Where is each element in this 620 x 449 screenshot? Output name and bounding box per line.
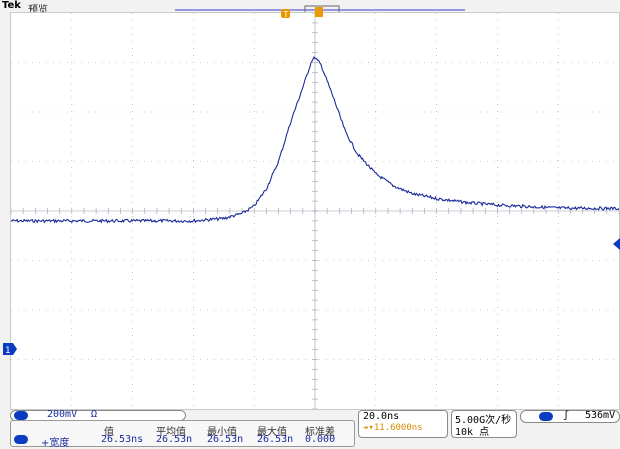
meas-value: 26.53ns [101, 434, 144, 445]
meas-header-max: 最大值 [257, 427, 287, 438]
meas-header-min: 最小值 [207, 427, 237, 438]
graticule-grid [11, 13, 619, 409]
measurement-panel[interactable]: +宽度 值 平均值 最小值 最大值 标准差 26.53ns 26.53n 26.… [10, 420, 355, 449]
meas-mean: 26.53n [156, 434, 193, 445]
record-length: 10k 点 [455, 427, 490, 438]
meas-header-mean: 平均值 [156, 427, 186, 438]
waveform-display [10, 12, 620, 410]
meas-max: 26.53n [257, 434, 294, 445]
measurement-source-badge [14, 435, 28, 444]
trigger-position-marker[interactable]: T [280, 7, 292, 21]
trigger-level: 536mV [585, 410, 616, 421]
sample-rate: 5.00G次/秒 [455, 415, 512, 426]
waveform-graticule [11, 13, 619, 409]
channel-1-badge [14, 411, 28, 420]
termination-symbol: Ω [91, 409, 98, 420]
acquisition-mode-label: 预览 [28, 5, 48, 16]
meas-min: 26.53n [207, 434, 244, 445]
meas-header-stddev: 标准差 [305, 427, 335, 438]
timebase-readout[interactable]: 20.0ns ↠▾11.6000ns [358, 410, 448, 438]
svg-text:1: 1 [5, 346, 10, 355]
meas-stddev: 0.000 [305, 434, 336, 445]
horizontal-scale: 20.0ns [363, 411, 400, 422]
trigger-source-badge [539, 412, 553, 421]
vertical-scale: 200mV [47, 409, 78, 420]
trigger-readout[interactable]: ʃ 536mV [520, 410, 620, 423]
acquisition-readout[interactable]: 5.00G次/秒 10k 点 [451, 410, 517, 438]
channel-1-trace [11, 55, 619, 224]
trigger-level-marker[interactable] [613, 238, 620, 250]
svg-text:T: T [284, 10, 289, 19]
horizontal-position: ↠▾11.6000ns [363, 423, 423, 433]
measurement-name: +宽度 [41, 438, 70, 449]
meas-header-value: 值 [104, 427, 114, 438]
channel-1-ground-marker[interactable]: 1 [3, 343, 17, 355]
brand-logo: Tek [2, 0, 21, 11]
trigger-slope-icon: ʃ [563, 410, 570, 421]
expansion-point-icon [315, 7, 323, 17]
